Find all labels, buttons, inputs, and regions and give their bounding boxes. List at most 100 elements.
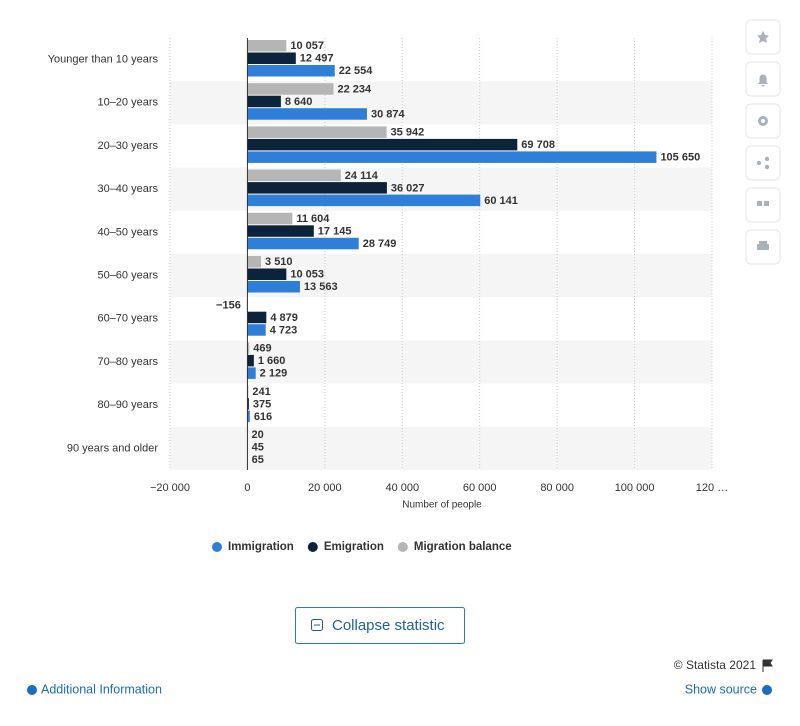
bar	[247, 398, 249, 410]
value-label: 65	[252, 454, 264, 466]
chart: −20 000 0 20 000 40 000 60 000 80 000 100 000 1…	[48, 38, 728, 494]
bar	[247, 212, 293, 225]
cite-button[interactable]	[745, 187, 781, 223]
info-icon	[762, 685, 772, 695]
value-label: 4 879	[270, 312, 298, 324]
legend-label[interactable]: Migration balance	[414, 541, 512, 553]
value-label: 4 723	[270, 324, 298, 336]
share-icon	[756, 160, 762, 166]
bar	[247, 268, 287, 280]
bar	[247, 151, 657, 163]
info-icon	[27, 685, 37, 695]
bar	[247, 126, 387, 138]
bar	[247, 311, 267, 324]
value-label: 375	[253, 398, 271, 410]
row-stripe	[170, 426, 712, 470]
value-label: 45	[252, 441, 264, 453]
bar	[247, 194, 481, 207]
x-tick-label: 100 000	[615, 482, 655, 494]
bar	[247, 237, 359, 250]
value-label: 22 234	[338, 83, 373, 95]
x-tick-label: 20 000	[308, 482, 342, 494]
sidebar-icons	[756, 31, 770, 250]
value-label: 20	[252, 429, 264, 441]
bar	[247, 65, 335, 77]
bar	[247, 40, 287, 52]
copyright: © Statista 2021	[674, 658, 757, 672]
value-label: 69 708	[521, 139, 555, 151]
value-label: 469	[253, 343, 271, 355]
value-label: 12 497	[300, 53, 334, 65]
value-label: 11 604	[296, 213, 330, 225]
value-label: 36 027	[391, 182, 425, 194]
legend-label[interactable]: Emigration	[324, 541, 384, 553]
bar	[247, 83, 334, 95]
bar	[247, 367, 256, 379]
x-axis-label: Number of people	[402, 500, 482, 511]
bar	[247, 108, 367, 120]
x-tick-label: 40 000	[385, 482, 419, 494]
value-label: 3 510	[265, 256, 293, 268]
value-label: 10 053	[290, 269, 324, 281]
quote-icon	[757, 201, 762, 206]
category-label: Younger than 10 years	[48, 54, 159, 66]
quote-icon	[764, 201, 769, 206]
value-label: 35 942	[391, 127, 425, 139]
value-label: 28 749	[363, 238, 397, 250]
value-label: 24 114	[345, 170, 379, 182]
category-label: 70–80 years	[97, 356, 158, 368]
category-label: 30–40 years	[97, 183, 158, 195]
bar	[247, 324, 266, 336]
legend-item[interactable]: Emigration	[307, 541, 384, 553]
value-label: 241	[252, 386, 270, 398]
value-label: 1 660	[258, 355, 286, 367]
legend-marker	[212, 542, 222, 552]
legend: Immigration Emigration Migration balance	[212, 541, 512, 553]
bar	[247, 281, 300, 293]
value-label: 105 650	[660, 152, 700, 164]
button-label[interactable]: Collapse statistic	[332, 617, 445, 634]
x-tick-label: 60 000	[463, 482, 497, 494]
x-tick-label: 80 000	[540, 482, 574, 494]
print-icon	[757, 244, 769, 250]
value-label: 22 554	[339, 65, 374, 77]
show-source-link[interactable]: Show source	[685, 682, 757, 696]
additional-info-link[interactable]: Additional Information	[41, 682, 162, 696]
legend-marker	[397, 542, 408, 552]
value-label: 13 563	[304, 281, 338, 293]
value-label: 17 145	[318, 225, 352, 237]
print-icon	[759, 241, 767, 244]
bell-icon	[758, 74, 768, 87]
sidebar	[745, 19, 781, 265]
value-label: 10 057	[290, 40, 324, 52]
legend-item[interactable]: Migration balance	[397, 541, 512, 553]
legend-item[interactable]: Immigration	[212, 541, 294, 553]
star-icon	[757, 31, 769, 43]
bar	[247, 354, 254, 367]
share-icon	[764, 164, 770, 170]
category-label: 40–50 years	[97, 226, 158, 238]
category-label: 50–60 years	[97, 270, 158, 282]
bar	[247, 95, 281, 108]
bar	[247, 342, 250, 354]
bar	[247, 182, 387, 194]
value-label: 616	[254, 411, 272, 423]
legend-label[interactable]: Immigration	[228, 541, 294, 553]
button-frame[interactable]	[295, 607, 465, 644]
category-label: 20–30 years	[97, 140, 158, 152]
value-label: 60 141	[484, 195, 518, 207]
share-icon	[764, 156, 770, 162]
flag-icon	[762, 659, 773, 672]
x-tick-label: −20 000	[150, 482, 190, 494]
x-tick-label: 0	[244, 482, 250, 494]
value-label: 8 640	[285, 96, 313, 108]
value-label: 30 874	[371, 108, 406, 120]
collapse-icon	[311, 619, 323, 631]
share-button[interactable]	[745, 145, 781, 181]
bar	[247, 138, 518, 151]
collapse-button[interactable]: Collapse statistic	[295, 607, 465, 644]
bar	[247, 52, 296, 64]
category-label: 80–90 years	[97, 399, 158, 411]
bar	[247, 225, 314, 237]
